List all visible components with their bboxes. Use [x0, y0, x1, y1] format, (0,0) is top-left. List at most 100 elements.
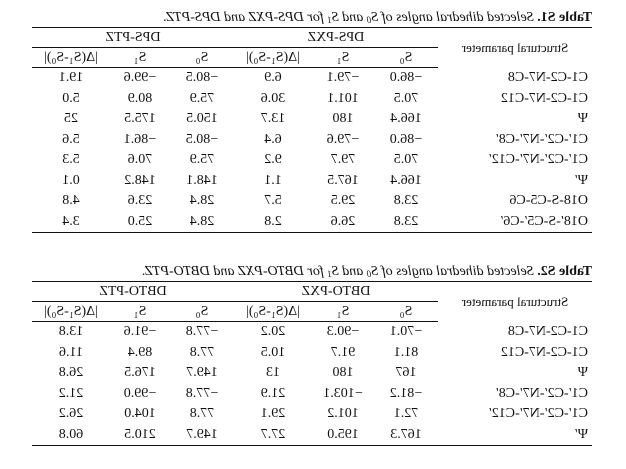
table-cell: 28.4 [169, 211, 234, 233]
group-header: DBTO-PXZ [233, 281, 438, 302]
table-cell: 23.8 [374, 211, 438, 233]
caption-text: Selected dihedral angles of S [371, 264, 538, 279]
table-cell: 72.1 [393, 406, 419, 421]
caption-label: Table S2. [537, 264, 592, 279]
col-header: S₁ [109, 301, 170, 322]
table-row: Ψ′ 167.3 195.0 27.7 149.7 210.5 60.8 [31, 424, 592, 446]
table-cell: 3.4 [31, 211, 110, 233]
table-cell: 21.9 [260, 385, 286, 401]
row-parameter: C1-C2-N7-C8 [507, 323, 588, 339]
table-cell: 75.9 [189, 90, 215, 106]
table-cell: 5.6 [62, 131, 80, 147]
col-header: |Δ(S₁-S₀)| [31, 47, 110, 68]
table-row: Ψ 167 180 13 149.7 176.5 26.8 [32, 363, 592, 384]
table-cell: 150.5 [186, 111, 218, 126]
table-cell: 29.1 [260, 406, 286, 421]
table-cell: 21.2 [58, 385, 84, 401]
table-cell: 1.1 [264, 172, 282, 188]
table-cell: 26.8 [58, 365, 84, 380]
col-header: S₁ [312, 47, 374, 68]
table-cell: 210.5 [109, 424, 170, 446]
table-cell: 2.8 [233, 211, 312, 233]
table-cell: 5.0 [62, 90, 80, 106]
table-cell: −81.2 [389, 385, 423, 401]
table-cell: 70.5 [393, 90, 419, 106]
col-header: S₀ [374, 301, 438, 322]
table-cell: 13.8 [58, 324, 84, 339]
table-row: C1-C2-N7-C12 70.5 101.1 30.6 75.9 80.9 5.0 [32, 89, 592, 110]
table-cell: −79.6 [326, 131, 360, 147]
table-cell: 104.0 [124, 406, 156, 421]
table-cell: 175.5 [124, 111, 156, 126]
table-cell: 13 [266, 365, 280, 380]
table-cell: 27.7 [233, 424, 312, 446]
row-parameter: Ψ′ [574, 172, 588, 188]
table-row: C1′-C2′-N7′-C12′ 72.1 101.2 29.1 77.8 104.0 26… [32, 404, 592, 425]
group-header: DPS-PTZ [31, 27, 234, 48]
caption-mid: and S [331, 10, 367, 25]
table-cell: 26.6 [312, 211, 374, 233]
group-header: DBTO-PTZ [31, 281, 234, 302]
caption-end: for DBTO-PXZ and DBTO-PTZ. [141, 264, 328, 279]
table-cell: 148.1 [186, 172, 218, 188]
table-cell: −77.8 [185, 385, 219, 401]
table-cell: 180 [332, 365, 354, 380]
table-cell: −103.1 [323, 385, 363, 401]
table-cell: 167.3 [374, 424, 438, 446]
row-parameter: Ψ [577, 111, 588, 126]
row-parameter: C1′-C2′-N7′-C8′ [495, 385, 588, 401]
table-s1-caption: Table S1. Selected dihedral angles of S0… [162, 10, 592, 25]
row-parameter: Ψ′ [438, 424, 592, 446]
table-row: C1-C2-N7-C12 81.1 91.7 10.5 77.8 89.4 11.6 [32, 343, 592, 364]
row-parameter: C1-C2-N7-C12 [500, 90, 588, 106]
table-cell: 6.4 [264, 131, 282, 147]
caption-end: for DPS-PXZ and DPS-PTZ. [162, 10, 328, 25]
table-cell: 79.7 [330, 152, 356, 167]
table-cell: 148.2 [124, 172, 156, 188]
table-cell: 5.7 [264, 193, 282, 208]
table-cell: −91.6 [123, 324, 157, 339]
col-header: S₁ [312, 301, 374, 322]
col-header: S₁ [109, 47, 170, 68]
table-cell: 25.0 [109, 211, 170, 233]
caption-text: Selected dihedral angles of S [371, 10, 538, 25]
table-cell: 167 [395, 365, 417, 380]
table-row: O18′-S-C5′-C6′ 23.8 26.6 2.8 28.4 25.0 3.4 [31, 211, 592, 233]
table-cell: 176.5 [124, 365, 156, 380]
table-cell: −86.0 [389, 131, 423, 147]
table-cell: 70.6 [127, 152, 153, 167]
table-cell: −80.5 [185, 131, 219, 147]
table-cell: −99.6 [123, 70, 157, 85]
table-cell: −70.1 [389, 324, 423, 339]
table-row: C1-C2-N7-C8 −86.0 −79.1 6.9 −80.5 −99.6 19.1 [32, 68, 592, 89]
param-header: Structural parameter [438, 27, 592, 68]
table-s1-block: Table S1. Selected dihedral angles of S 0… [31, 10, 592, 233]
col-header: |Δ(S₁-S₀)| [233, 301, 312, 322]
col-header: S₀ [374, 47, 438, 68]
row-parameter: C1-C2-N7-C12 [500, 344, 588, 360]
table-s2: Structural parameter DBTO-PXZ DBTO-PTZ S… [31, 281, 592, 446]
table-cell: 23.8 [393, 193, 419, 208]
table-cell: 29.5 [330, 193, 356, 208]
row-parameter: O18-S-C5-C6 [509, 193, 588, 208]
group-header: DPS-PXZ [233, 27, 438, 48]
table-cell: 5.3 [62, 152, 80, 167]
row-parameter: C1-C2-N7-C8 [507, 69, 588, 85]
table-cell: 75.9 [189, 152, 215, 167]
table-cell: 91.7 [330, 344, 356, 360]
table-row: C1′-C2′-N7′-C8′ −81.2 −103.1 21.9 −77.8 −99.0… [32, 384, 592, 405]
table-cell: 77.8 [189, 344, 215, 360]
col-header: S₀ [169, 301, 234, 322]
table-cell: 149.7 [169, 424, 234, 446]
table-row: Ψ 166.4 180 13.7 150.5 175.5 25 [32, 109, 592, 130]
caption-label: Table S1. [537, 10, 592, 25]
table-cell: 80.9 [127, 90, 153, 106]
table-s2-body: C1-C2-N7-C8 −70.1 −90.3 20.2 −77.8 −91.6 13.8 C… [31, 322, 592, 446]
table-cell: 26.2 [58, 406, 84, 421]
row-parameter: O18′-S-C5′-C6′ [438, 211, 592, 233]
table-cell: −80.5 [185, 70, 219, 85]
col-header: S₀ [169, 47, 234, 68]
table-cell: 167.5 [327, 172, 359, 188]
table-s1-body: C1-C2-N7-C8 −86.0 −79.1 6.9 −80.5 −99.6 19.1 C1… [31, 68, 592, 233]
